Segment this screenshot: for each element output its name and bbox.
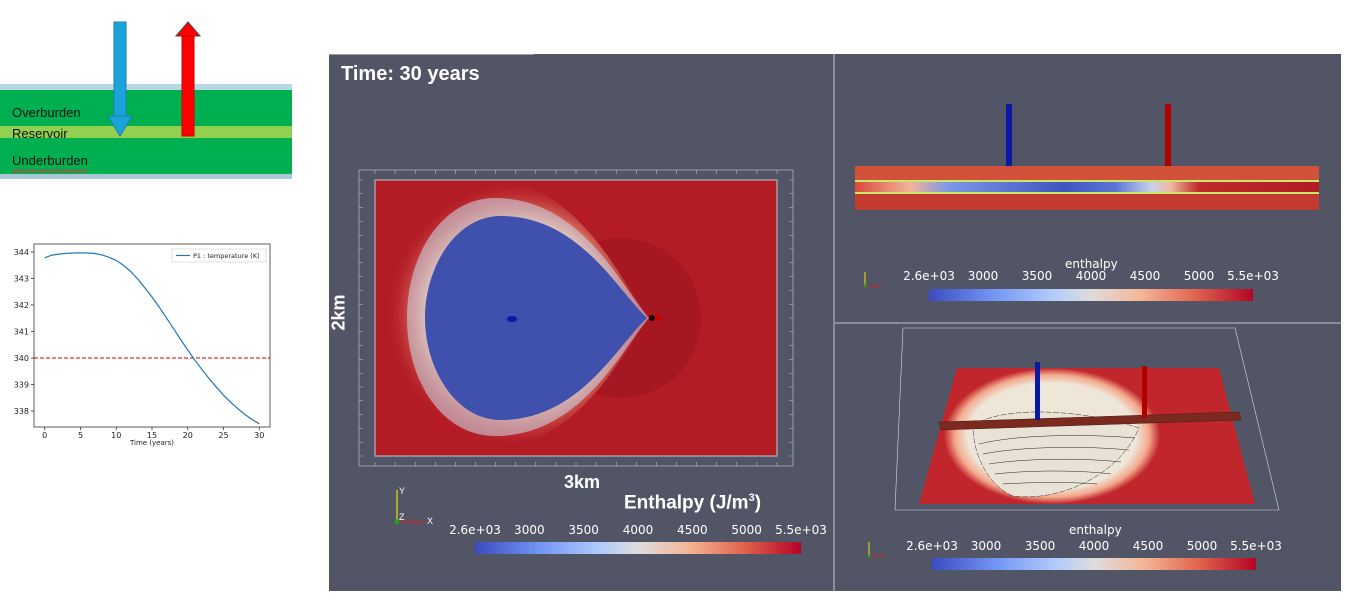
y-tick-label: 338 bbox=[14, 407, 29, 416]
orientation-axes-small-2 bbox=[867, 542, 885, 558]
dimension-x-label: 3km bbox=[564, 472, 601, 492]
grid-tick-marks bbox=[359, 170, 793, 466]
small-colorbar-title-1: enthalpy bbox=[1065, 257, 1118, 271]
chart-legend: P1 : temperature (K) bbox=[171, 248, 267, 263]
reservoir-label: Reservoir bbox=[12, 126, 68, 141]
cross-section-reservoir bbox=[855, 180, 1319, 194]
axis-x-label: X bbox=[427, 516, 433, 526]
underburden-layer bbox=[0, 138, 292, 174]
time-label: Time: 30 years bbox=[341, 63, 480, 85]
x-tick-label: 10 bbox=[111, 431, 121, 440]
y-tick-label: 340 bbox=[14, 354, 29, 363]
dimension-y-label: 2km bbox=[328, 294, 349, 331]
bounding-box bbox=[894, 327, 1280, 511]
main-colorbar-title: Enthalpy (J/m3) bbox=[624, 492, 761, 514]
production-arrow-icon bbox=[174, 21, 202, 137]
colorbar-tick-label: 5.5e+03 bbox=[775, 523, 827, 537]
colorbar-tick-label: 4000 bbox=[622, 523, 654, 537]
colorbar-1-ticks: 2.6e+03 3000 3500 4000 4500 5000 5.5e+03 bbox=[903, 269, 1279, 283]
producer-well-marker bbox=[649, 315, 655, 321]
colorbar-tick-label: 4500 bbox=[1132, 539, 1164, 553]
colorbar-tick-label: 3500 bbox=[1024, 539, 1056, 553]
contour-lines bbox=[978, 435, 1136, 485]
producer-well-3d-icon bbox=[1142, 366, 1147, 418]
temperature-chart: 338 339 340 341 342 343 344 0 5 10 15 20 25 30 P1 : … bbox=[14, 243, 271, 447]
view-divider-vertical bbox=[833, 54, 835, 591]
axis-z-label: Z bbox=[399, 512, 405, 522]
small-colorbar-title-2: enthalpy bbox=[1069, 523, 1122, 537]
y-tick-label: 343 bbox=[14, 274, 29, 283]
x-tick-label: 25 bbox=[218, 431, 228, 440]
x-tick-label: 30 bbox=[254, 431, 264, 440]
cold-plume bbox=[425, 216, 647, 420]
colorbar-tick-label: 4000 bbox=[1075, 269, 1107, 283]
injector-well-marker bbox=[507, 316, 517, 322]
injection-arrow-icon bbox=[107, 21, 133, 137]
colorbar-tick-label: 3000 bbox=[514, 523, 545, 537]
y-axis-ticks: 338 339 340 341 342 343 344 bbox=[14, 248, 34, 416]
temperature-series-line bbox=[44, 252, 260, 425]
colorbar-tick-label: 5.5e+03 bbox=[1230, 539, 1282, 553]
colorbar-tick-label: 2.6e+03 bbox=[903, 269, 955, 283]
colorbar-tick-label: 5000 bbox=[1186, 539, 1218, 553]
x-tick-label: 5 bbox=[78, 431, 83, 440]
cold-zone-body bbox=[972, 411, 1140, 498]
overburden-layer bbox=[0, 90, 292, 126]
small-colorbar-2 bbox=[932, 558, 1256, 570]
colorbar-2-ticks: 2.6e+03 3000 3500 4000 4500 5000 5.5e+03 bbox=[906, 539, 1282, 553]
producer-well-glow bbox=[655, 315, 661, 321]
colorbar-title-close: ) bbox=[754, 492, 762, 514]
colorbar-tick-label: 5000 bbox=[731, 523, 762, 537]
reservoir-layer bbox=[0, 126, 292, 138]
x-axis-ticks: 0 5 10 15 20 25 30 bbox=[42, 427, 264, 440]
y-tick-label: 339 bbox=[14, 381, 29, 390]
orientation-axes: Y Z X bbox=[394, 486, 433, 526]
colorbar-tick-label: 5.5e+03 bbox=[1227, 269, 1279, 283]
colorbar-tick-label: 5000 bbox=[1183, 269, 1215, 283]
main-colorbar bbox=[475, 542, 801, 554]
main-colorbar-ticks: 2.6e+03 3000 3500 4000 4500 5000 5.5e+03 bbox=[449, 523, 827, 537]
colorbar-tick-label: 3500 bbox=[568, 523, 599, 537]
colorbar-title-sup: 3 bbox=[748, 492, 755, 504]
legend-label: P1 : temperature (K) bbox=[193, 252, 260, 260]
colorbar-tick-label: 3000 bbox=[967, 269, 999, 283]
producer-well-icon bbox=[1165, 104, 1171, 166]
x-tick-label: 20 bbox=[183, 431, 193, 440]
plot-frame bbox=[33, 243, 271, 428]
bottom-strip bbox=[0, 174, 292, 179]
perspective-3d-view bbox=[894, 327, 1280, 511]
overburden-label: Overburden bbox=[12, 105, 81, 120]
injector-well-3d-icon bbox=[1035, 362, 1040, 420]
small-colorbar-1 bbox=[929, 289, 1253, 301]
view-divider-horizontal bbox=[835, 322, 1341, 324]
enthalpy-top-view bbox=[358, 169, 794, 467]
colorbar-tick-label: 4500 bbox=[677, 523, 708, 537]
colorbar-tick-label: 2.6e+03 bbox=[906, 539, 958, 553]
cross-section-view bbox=[855, 104, 1319, 210]
colorbar-tick-label: 4500 bbox=[1129, 269, 1161, 283]
injector-well-icon bbox=[1006, 104, 1012, 166]
well-arrows bbox=[107, 21, 202, 137]
x-axis-label: Time (years) bbox=[129, 439, 174, 447]
y-tick-label: 341 bbox=[14, 328, 29, 337]
x-tick-label: 15 bbox=[147, 431, 157, 440]
viewer-panel: Time: 30 years 2km bbox=[329, 54, 1341, 591]
layer-schematic: Overburden Reservoir Underburden bbox=[0, 18, 292, 179]
colorbar-title-text: Enthalpy (J/m bbox=[624, 492, 749, 514]
colorbar-tick-label: 4000 bbox=[1078, 539, 1110, 553]
axis-y-label: Y bbox=[399, 486, 405, 496]
x-tick-label: 0 bbox=[42, 431, 47, 440]
top-edge-highlight bbox=[329, 54, 534, 55]
surface-strip bbox=[0, 84, 292, 90]
colorbar-tick-label: 3500 bbox=[1021, 269, 1053, 283]
y-tick-label: 342 bbox=[14, 301, 29, 310]
underburden-label: Underburden bbox=[12, 153, 88, 168]
y-tick-label: 344 bbox=[14, 248, 29, 257]
colorbar-tick-label: 3000 bbox=[970, 539, 1002, 553]
well-cross-section-bar bbox=[938, 411, 1242, 431]
orientation-axes-small-1 bbox=[863, 272, 881, 288]
colorbar-tick-label: 2.6e+03 bbox=[449, 523, 501, 537]
